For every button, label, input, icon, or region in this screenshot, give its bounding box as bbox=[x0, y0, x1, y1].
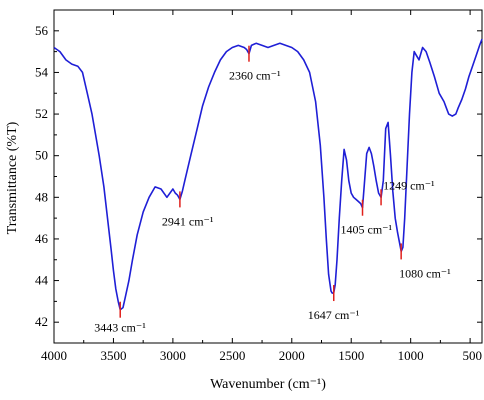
y-tick-label: 46 bbox=[35, 231, 49, 246]
peak-label: 2941 cm⁻¹ bbox=[162, 214, 214, 228]
y-tick-label: 48 bbox=[35, 189, 48, 204]
x-tick-label: 3500 bbox=[100, 348, 126, 363]
x-tick-label: 1500 bbox=[338, 348, 364, 363]
y-tick-label: 54 bbox=[35, 64, 49, 79]
peak-label: 1647 cm⁻¹ bbox=[308, 308, 360, 322]
y-tick-label: 52 bbox=[35, 106, 48, 121]
peak-label: 3443 cm⁻¹ bbox=[94, 321, 146, 335]
y-tick-label: 44 bbox=[35, 273, 49, 288]
x-tick-label: 500 bbox=[463, 348, 483, 363]
peak-label: 1405 cm⁻¹ bbox=[341, 223, 393, 237]
x-tick-label: 2000 bbox=[279, 348, 305, 363]
y-tick-label: 50 bbox=[35, 148, 48, 163]
y-axis-title: Transmittance (%T) bbox=[5, 121, 20, 234]
x-tick-label: 3000 bbox=[160, 348, 186, 363]
y-tick-label: 42 bbox=[35, 314, 48, 329]
x-tick-label: 4000 bbox=[41, 348, 67, 363]
y-tick-label: 56 bbox=[35, 23, 49, 38]
peak-label: 2360 cm⁻¹ bbox=[229, 69, 281, 83]
axes: 4000 3500 3000 2500 2000 1500 1000 500 42 44 46 48 5… bbox=[35, 9, 483, 363]
peak-annotations: 3443 cm⁻¹ 2941 cm⁻¹ 2360 cm⁻¹ 1647 cm⁻¹ 1405… bbox=[94, 45, 451, 335]
x-axis-title: Wavenumber (cm⁻¹) bbox=[210, 377, 326, 392]
peak-label: 1249 cm⁻¹ bbox=[383, 178, 435, 192]
x-tick-label: 1000 bbox=[398, 348, 424, 363]
peak-label: 1080 cm⁻¹ bbox=[399, 266, 451, 280]
x-tick-label: 2500 bbox=[219, 348, 245, 363]
series bbox=[53, 38, 483, 311]
spectrum-line bbox=[53, 38, 483, 311]
plot-frame bbox=[53, 9, 483, 344]
